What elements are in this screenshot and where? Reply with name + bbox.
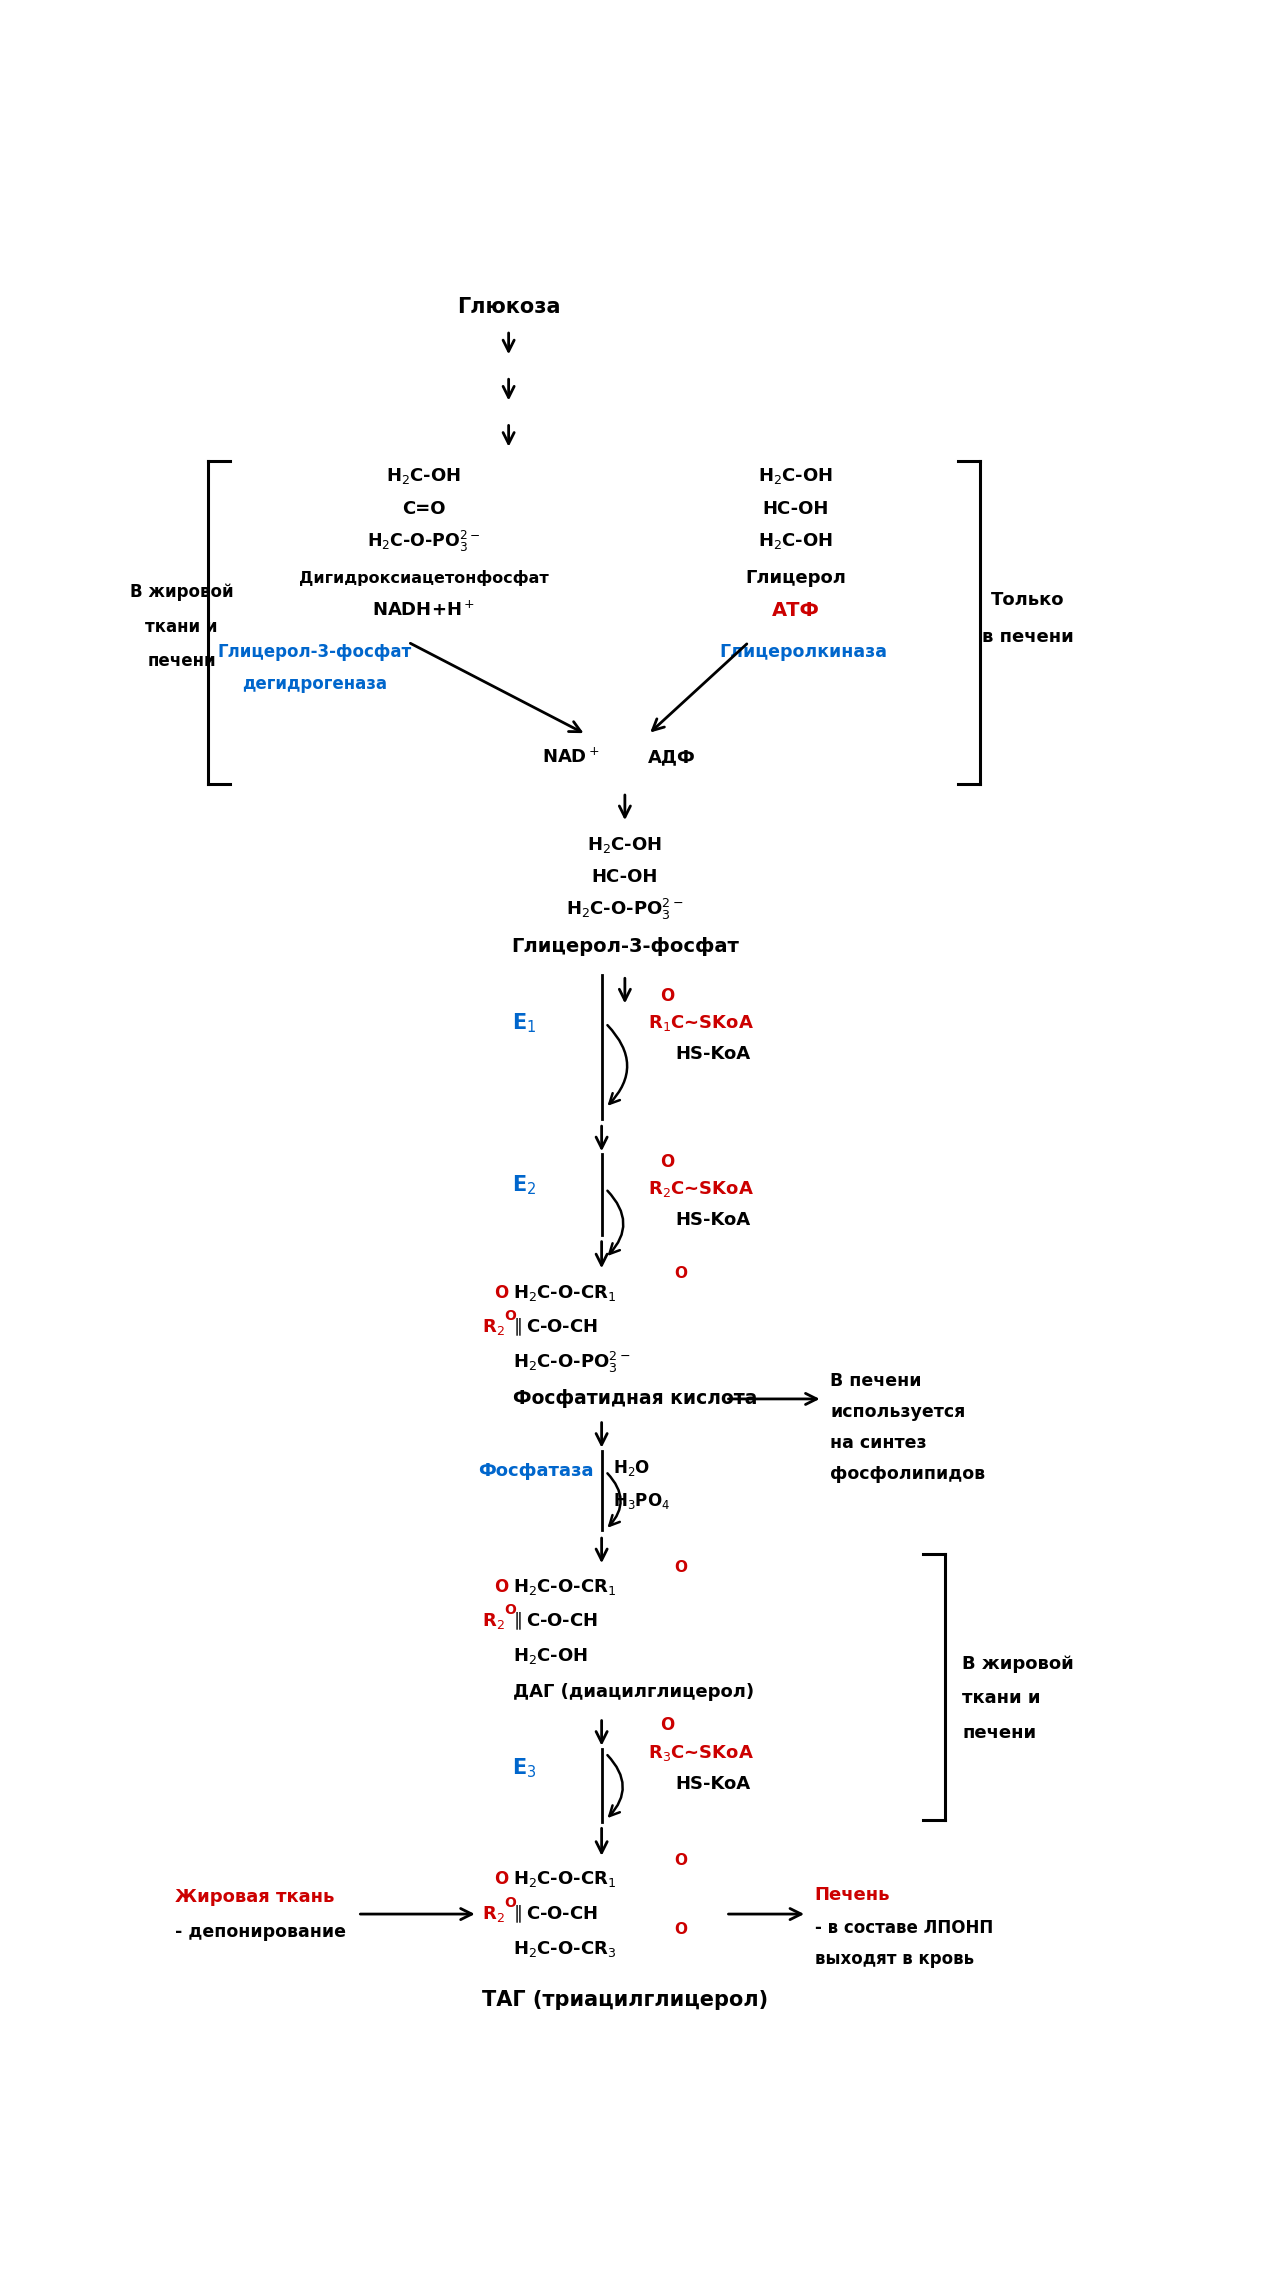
Text: O: O <box>495 1578 509 1596</box>
Text: H$_2$O: H$_2$O <box>613 1459 651 1477</box>
Text: O: O <box>660 1717 674 1735</box>
Text: - депонирование: - депонирование <box>175 1922 347 1941</box>
Text: H$_2$C-O-CR$_1$: H$_2$C-O-CR$_1$ <box>513 1578 615 1596</box>
Text: В жировой: В жировой <box>129 582 233 600</box>
Text: HS-KoA: HS-KoA <box>675 1210 751 1228</box>
Text: на синтез: на синтез <box>830 1434 927 1452</box>
Text: O: O <box>495 1870 509 1888</box>
Text: HC-OH: HC-OH <box>592 868 659 886</box>
Text: дегидрогеназа: дегидрогеназа <box>243 676 388 694</box>
Text: Глицерол-3-фосфат: Глицерол-3-фосфат <box>217 644 412 662</box>
Text: O: O <box>674 1922 687 1936</box>
FancyArrowPatch shape <box>608 1025 627 1105</box>
Text: Фосфатидная кислота: Фосфатидная кислота <box>513 1390 757 1409</box>
Text: H$_2$C-O-CR$_1$: H$_2$C-O-CR$_1$ <box>513 1283 615 1304</box>
Text: H$_2$C-O-CR$_1$: H$_2$C-O-CR$_1$ <box>513 1870 615 1890</box>
Text: в печени: в печени <box>982 628 1074 646</box>
FancyArrowPatch shape <box>608 1756 623 1815</box>
Text: H$_2$C-OH: H$_2$C-OH <box>587 836 663 854</box>
FancyArrowPatch shape <box>608 1192 623 1253</box>
Text: H$_2$C-OH: H$_2$C-OH <box>758 466 833 486</box>
Text: печени: печени <box>962 1724 1036 1742</box>
Text: E$_1$: E$_1$ <box>512 1011 536 1034</box>
Text: HS-KoA: HS-KoA <box>675 1774 751 1792</box>
Text: H$_2$C-OH: H$_2$C-OH <box>513 1646 587 1667</box>
Text: В жировой: В жировой <box>962 1655 1074 1673</box>
Text: Фосфатаза: Фосфатаза <box>477 1463 593 1479</box>
Text: C=O: C=O <box>402 500 445 518</box>
Text: E$_3$: E$_3$ <box>512 1756 536 1781</box>
Text: H$_2$C-O-PO$_3^{2-}$: H$_2$C-O-PO$_3^{2-}$ <box>513 1349 631 1374</box>
Text: R$_1$C~SKoA: R$_1$C~SKoA <box>648 1014 755 1034</box>
Text: R$_2$: R$_2$ <box>481 1612 504 1632</box>
Text: Глицерол: Глицерол <box>744 568 845 587</box>
Text: - в составе ЛПОНП: - в составе ЛПОНП <box>815 1920 993 1936</box>
Text: Печень: Печень <box>815 1886 890 1904</box>
Text: Глюкоза: Глюкоза <box>457 297 560 317</box>
Text: В печени: В печени <box>830 1372 922 1390</box>
Text: O: O <box>495 1283 509 1301</box>
Text: R$_2$: R$_2$ <box>481 1317 504 1338</box>
Text: H$_2$C-O-CR$_3$: H$_2$C-O-CR$_3$ <box>513 1938 616 1959</box>
Text: АТФ: АТФ <box>771 600 820 621</box>
Text: R$_2$: R$_2$ <box>481 1904 504 1925</box>
Text: АДФ: АДФ <box>647 749 696 767</box>
Text: выходят в кровь: выходят в кровь <box>815 1950 973 1968</box>
Text: $\parallel$C-O-CH: $\parallel$C-O-CH <box>510 1612 599 1632</box>
Text: O: O <box>674 1265 687 1281</box>
Text: E$_2$: E$_2$ <box>512 1173 536 1196</box>
Text: H$_2$C-OH: H$_2$C-OH <box>386 466 460 486</box>
Text: Глицерол-3-фосфат: Глицерол-3-фосфат <box>510 936 739 957</box>
Text: O: O <box>674 1559 687 1575</box>
Text: NADH+H$^+$: NADH+H$^+$ <box>372 600 475 621</box>
Text: Только: Только <box>991 591 1064 610</box>
Text: R$_3$C~SKoA: R$_3$C~SKoA <box>648 1744 755 1762</box>
Text: Жировая ткань: Жировая ткань <box>175 1888 335 1906</box>
Text: Глицеролкиназа: Глицеролкиназа <box>719 644 888 662</box>
Text: печени: печени <box>147 653 216 671</box>
Text: R$_2$C~SKoA: R$_2$C~SKoA <box>648 1178 755 1199</box>
Text: H$_2$C-O-PO$_3^{2-}$: H$_2$C-O-PO$_3^{2-}$ <box>567 897 684 922</box>
Text: H$_3$PO$_4$: H$_3$PO$_4$ <box>613 1491 670 1511</box>
Text: O: O <box>660 1153 674 1171</box>
Text: фосфолипидов: фосфолипидов <box>830 1466 985 1482</box>
Text: NAD$^+$: NAD$^+$ <box>542 749 600 767</box>
Text: O: O <box>660 986 674 1005</box>
Text: ДАГ (диацилглицерол): ДАГ (диацилглицерол) <box>513 1683 753 1701</box>
Text: Дигидроксиацетонфосфат: Дигидроксиацетонфосфат <box>298 571 549 587</box>
Text: используется: используется <box>830 1404 966 1420</box>
Text: O: O <box>504 1308 517 1322</box>
Text: ТАГ (триацилглицерол): ТАГ (триацилглицерол) <box>482 1988 767 2009</box>
Text: ткани и: ткани и <box>146 619 217 635</box>
Text: $\parallel$C-O-CH: $\parallel$C-O-CH <box>510 1317 599 1338</box>
Text: $\parallel$C-O-CH: $\parallel$C-O-CH <box>510 1904 599 1925</box>
Text: HS-KoA: HS-KoA <box>675 1046 751 1064</box>
Text: HC-OH: HC-OH <box>762 500 829 518</box>
Text: O: O <box>504 1895 517 1909</box>
FancyArrowPatch shape <box>608 1473 620 1525</box>
Text: O: O <box>674 1854 687 1867</box>
Text: O: O <box>504 1603 517 1616</box>
Text: H$_2$C-O-PO$_3^{2-}$: H$_2$C-O-PO$_3^{2-}$ <box>367 530 480 555</box>
Text: ткани и: ткани и <box>962 1689 1041 1708</box>
Text: H$_2$C-OH: H$_2$C-OH <box>758 532 833 550</box>
